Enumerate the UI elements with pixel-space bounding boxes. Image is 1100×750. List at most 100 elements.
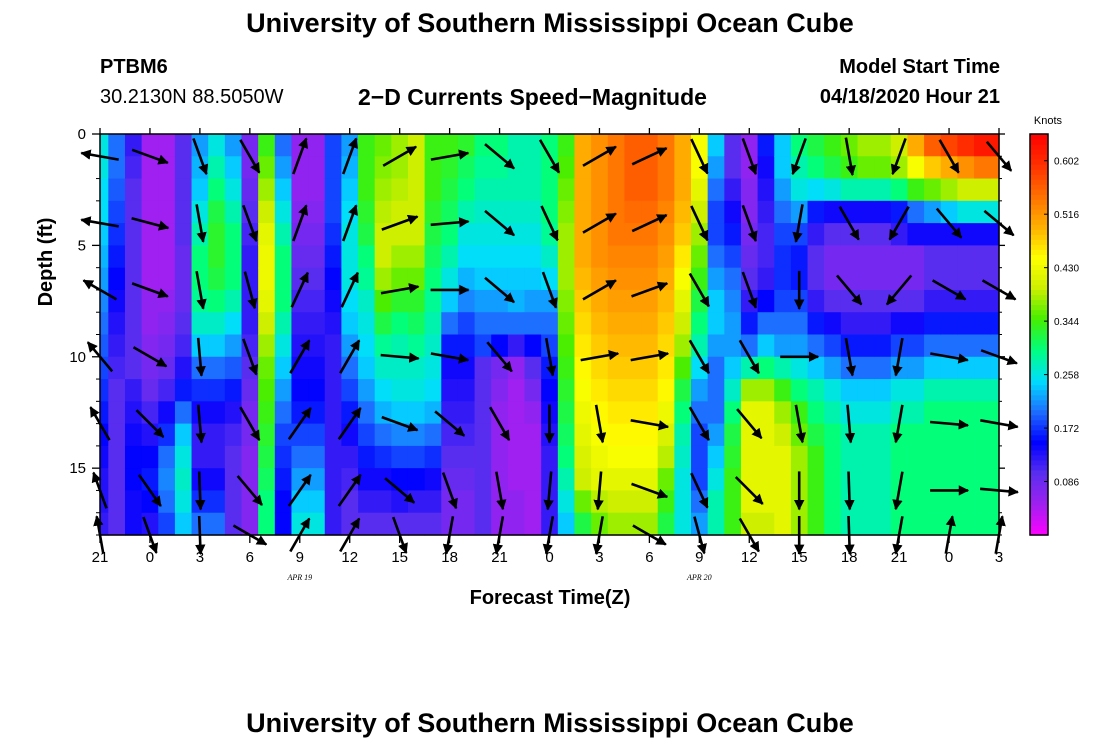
heatmap-cell — [374, 156, 392, 180]
heatmap-cell — [507, 401, 526, 425]
heatmap-cell — [574, 490, 592, 514]
heatmap-cell — [707, 200, 725, 224]
heatmap-cell — [158, 200, 176, 224]
current-vector — [236, 475, 263, 506]
heatmap-cell — [291, 490, 309, 514]
heatmap-cell — [174, 267, 193, 291]
heatmap-cell — [308, 200, 326, 224]
heatmap-cell — [907, 334, 925, 358]
colorbar-segment — [1030, 429, 1048, 436]
heatmap-cell — [757, 379, 775, 402]
colorbar-segment — [1030, 159, 1048, 165]
heatmap-cell — [641, 223, 659, 246]
heatmap-cell — [258, 223, 276, 246]
heatmap-cell — [457, 423, 476, 447]
heatmap-cell — [308, 156, 326, 180]
heatmap-cell — [691, 178, 709, 202]
current-vector — [380, 352, 420, 363]
current-vector — [836, 274, 863, 306]
current-vector — [541, 271, 558, 309]
heatmap-cell — [607, 156, 626, 180]
heatmap-cell — [591, 156, 609, 180]
heatmap-cell — [224, 468, 243, 492]
heatmap-cell — [624, 379, 642, 402]
heatmap-cell — [707, 334, 725, 358]
model-start-value: 04/18/2020 Hour 21 — [819, 86, 1000, 108]
heatmap-cell — [591, 312, 609, 336]
heatmap-cell — [990, 312, 1000, 336]
heatmap-cell — [574, 356, 592, 380]
heatmap-cell — [241, 334, 259, 358]
x-tick-label: 15 — [391, 549, 408, 566]
heatmap-cell — [141, 267, 159, 291]
colorbar-segment — [1030, 369, 1048, 376]
heatmap-cell — [308, 490, 326, 514]
heatmap-cell — [141, 245, 159, 269]
heatmap-cell — [607, 134, 626, 157]
heatmap-cell — [574, 134, 592, 157]
heatmap-cell — [208, 445, 226, 469]
colorbar-segment — [1030, 224, 1048, 230]
current-vector — [688, 339, 710, 375]
colorbar-segment — [1030, 424, 1048, 431]
heatmap-cell — [358, 512, 376, 536]
heatmap-cell — [441, 512, 459, 536]
heatmap-cell — [707, 178, 725, 202]
heatmap-cell — [574, 334, 592, 358]
heatmap-cell — [274, 334, 293, 358]
colorbar-tick-label: 0.172 — [1054, 424, 1079, 435]
heatmap-cell — [840, 178, 859, 202]
heatmap-cell — [974, 445, 992, 469]
heatmap-cell — [607, 423, 626, 447]
heatmap-cell — [824, 468, 842, 492]
heatmap-cell — [857, 356, 875, 380]
colorbar-segment — [1030, 329, 1048, 336]
y-axis-label: Depth (ft) — [35, 218, 57, 307]
heatmap-cell — [974, 134, 992, 157]
heatmap-cell — [824, 134, 842, 157]
current-vector — [631, 482, 669, 499]
current-vector — [137, 474, 162, 507]
colorbar-segment — [1030, 254, 1048, 260]
heatmap-cell — [957, 334, 975, 358]
heatmap-cell — [441, 401, 459, 425]
current-vector — [195, 471, 206, 511]
heatmap-cell — [857, 490, 875, 514]
heatmap-cell — [441, 379, 459, 402]
x-tick-label: 3 — [196, 549, 204, 566]
x-tick-label: 15 — [791, 549, 808, 566]
heatmap-cell — [974, 267, 992, 291]
heatmap-cell — [757, 289, 775, 313]
heatmap-cell — [790, 312, 809, 336]
heatmap-cell — [274, 312, 293, 336]
heatmap-cell — [557, 134, 576, 157]
heatmap-cell — [824, 490, 842, 514]
heatmap-cell — [874, 512, 892, 536]
colorbar-segment — [1030, 494, 1048, 501]
x-tick-label: 21 — [891, 549, 908, 566]
heatmap-cell — [757, 356, 775, 380]
heatmap-cell — [591, 289, 609, 313]
heatmap-cell — [707, 512, 725, 536]
heatmap-cell — [441, 334, 459, 358]
heatmap-cell — [674, 267, 692, 291]
heatmap-cell — [974, 156, 992, 180]
heatmap-cell — [907, 156, 925, 180]
heatmap-cell — [524, 312, 542, 336]
heatmap-cell — [324, 289, 342, 313]
heatmap-cell — [524, 267, 542, 291]
heatmap-cell — [507, 289, 526, 313]
heatmap-cell — [774, 490, 792, 514]
heatmap-cell — [957, 134, 975, 157]
heatmap-cell — [224, 490, 243, 514]
heatmap-cell — [940, 334, 958, 358]
heatmap-cell — [174, 423, 193, 447]
heatmap-cell — [258, 134, 276, 157]
heatmap-cell — [224, 356, 243, 380]
heatmap-cell — [990, 468, 1000, 492]
current-vector — [430, 352, 470, 364]
heatmap-cell — [824, 401, 842, 425]
heatmap-cell — [557, 200, 576, 224]
heatmap-cell — [574, 401, 592, 425]
heatmap-cell — [474, 379, 492, 402]
